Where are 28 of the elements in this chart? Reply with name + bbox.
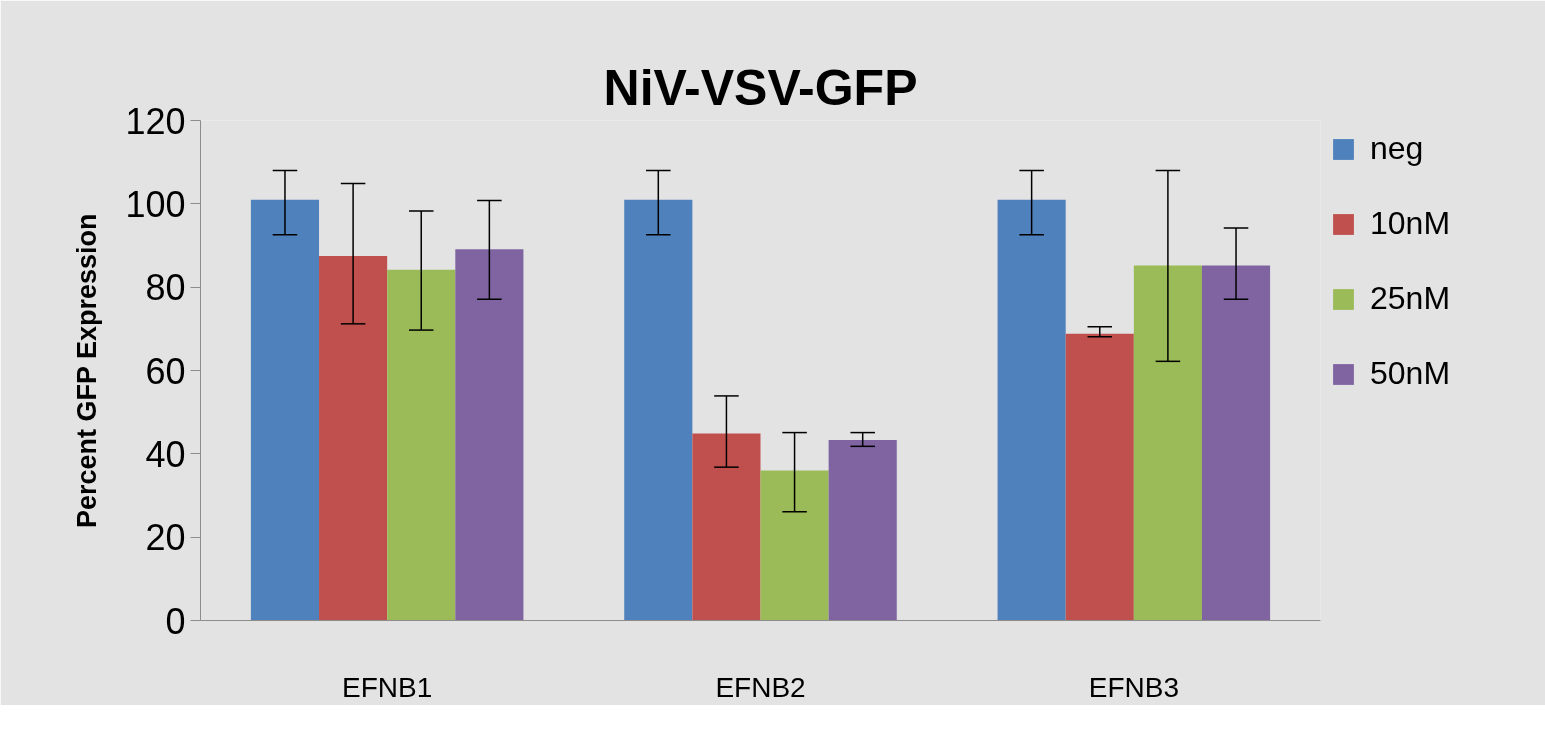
bar [997,199,1066,621]
bar [387,269,456,621]
y-axis-title: Percent GFP Expression [72,213,103,529]
y-tick-label: 20 [145,517,186,559]
legend-label: 10nM [1370,205,1451,242]
bar [1133,265,1202,621]
y-tick-label: 100 [125,183,186,225]
bar [250,199,320,621]
y-tick-label: 80 [145,267,186,309]
x-tick-label: EFNB1 [342,671,433,703]
y-tick-label: 40 [145,433,186,475]
bar [455,249,524,621]
x-tick-label: EFNB3 [1088,671,1179,703]
bar [319,255,388,621]
chart-title: NiV-VSV-GFP [603,59,918,116]
bar [1065,333,1134,621]
legend-label: neg [1370,130,1424,167]
bar [828,440,897,621]
bar [624,199,693,621]
bar [760,470,829,621]
y-tick-label: 60 [145,350,186,392]
bar [692,433,761,621]
bar [1201,265,1271,621]
y-tick-label: 120 [125,100,186,142]
legend-label: 50nM [1370,355,1451,392]
legend-label: 25nM [1370,280,1451,317]
y-tick-label: 0 [165,600,186,642]
x-tick-label: EFNB2 [715,671,806,703]
